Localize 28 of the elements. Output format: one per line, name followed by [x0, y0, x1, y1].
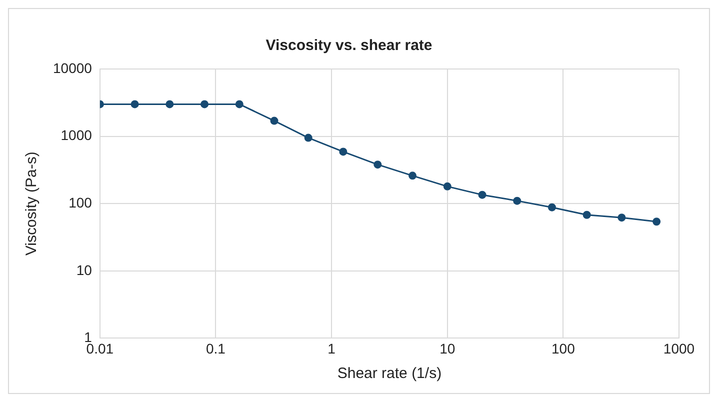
point [200, 100, 209, 108]
y-tick-label: 100 [68, 194, 92, 210]
point [130, 100, 139, 108]
point [339, 148, 348, 156]
x-tick-label: 10 [440, 340, 456, 356]
y-tick-label: 1000 [60, 127, 92, 144]
chart-title: Viscosity vs. shear rate [266, 37, 432, 54]
point [582, 210, 591, 219]
x-tick-label: 1 [328, 340, 336, 356]
y-tick-label: 10 [76, 262, 92, 278]
point [374, 160, 382, 169]
x-tick-label: 100 [552, 340, 576, 356]
point [166, 100, 174, 108]
x-tick-label: 0.1 [206, 340, 226, 356]
x-tick-label: 1000 [663, 340, 695, 356]
point [618, 214, 626, 222]
point [443, 182, 452, 190]
point [478, 190, 486, 199]
point [652, 218, 661, 226]
point [408, 172, 417, 180]
x-axis-title: Shear rate (1/s) [337, 365, 442, 382]
point [548, 203, 556, 212]
point [235, 100, 244, 108]
y-axis-title: Viscosity (Pa-s) [23, 152, 40, 256]
point [513, 196, 522, 205]
y-tick-label: 10000 [52, 60, 92, 76]
point [270, 116, 278, 125]
point [304, 134, 312, 142]
